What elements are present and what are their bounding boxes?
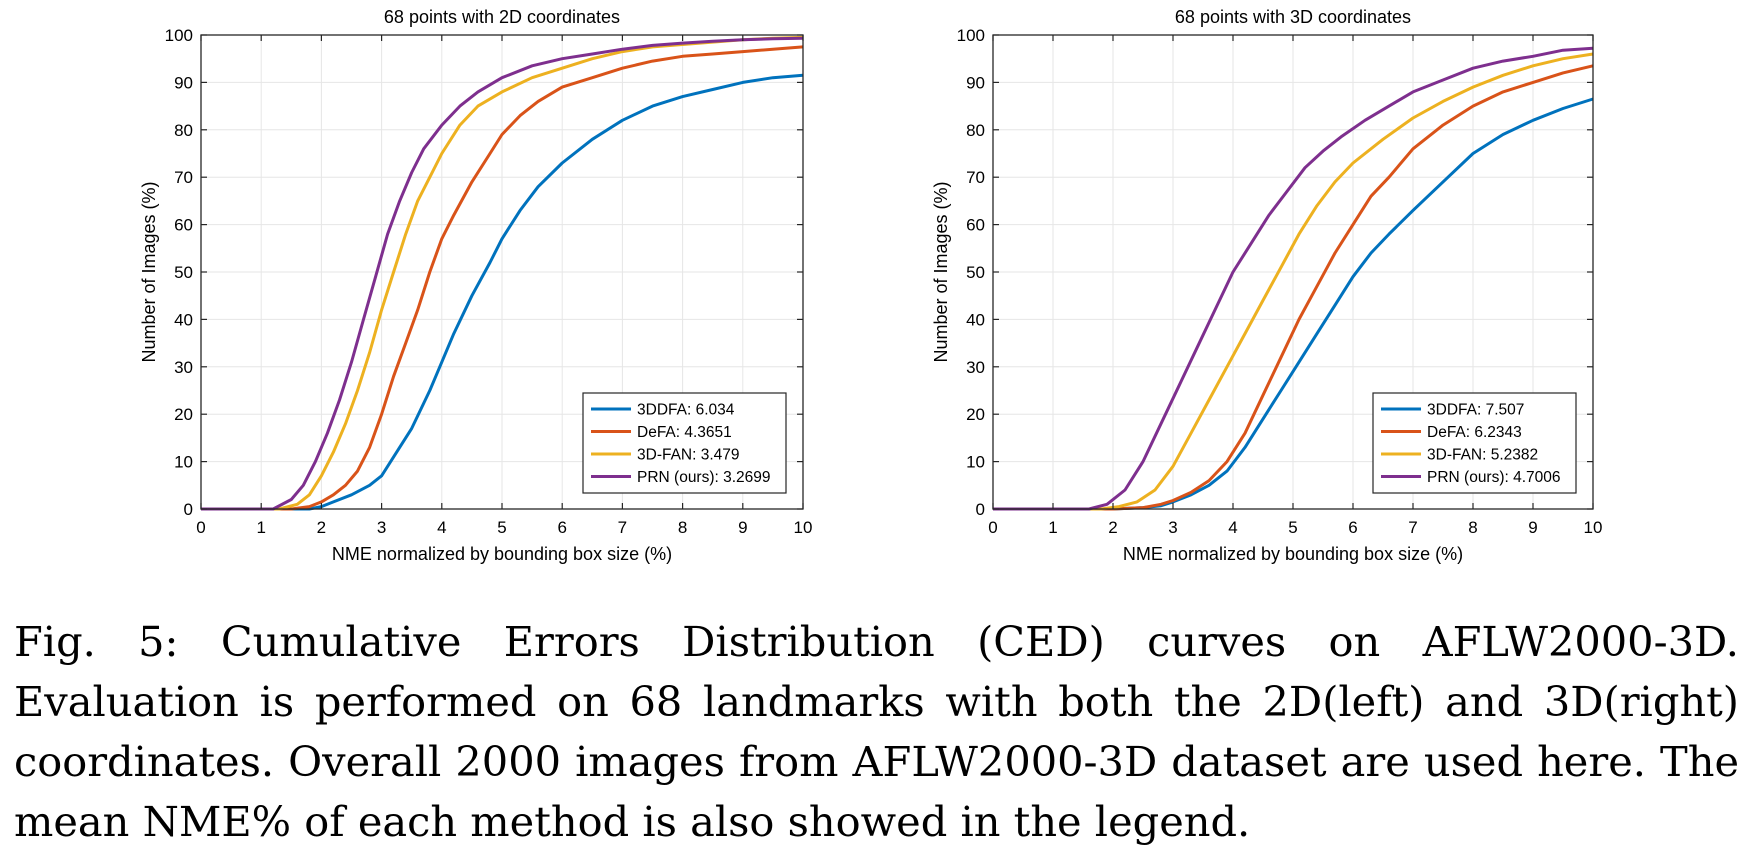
chart1-x-tick-label: 4 — [437, 518, 446, 537]
chart1-x-axis-label: NME normalized by bounding box size (%) — [332, 544, 672, 564]
chart1-y-tick-label: 70 — [174, 168, 193, 187]
chart2-y-tick-label: 80 — [966, 121, 985, 140]
chart2-series-line-prn — [993, 46, 1594, 511]
chart2-x-tick-label: 1 — [1048, 518, 1057, 537]
chart1-legend-entry: 3D-FAN: 3.479 — [637, 447, 740, 464]
chart1-y-tick-label: 30 — [174, 358, 193, 377]
chart1-x-tick-label: 5 — [497, 518, 506, 537]
chart1-series-line-prn — [201, 36, 804, 511]
chart2-x-tick-label: 8 — [1468, 518, 1477, 537]
chart2-legend-entry: 3DDFA: 7.507 — [1427, 402, 1524, 419]
chart2-x-tick-label: 10 — [1584, 518, 1603, 537]
chart1-y-tick-label: 20 — [174, 405, 193, 424]
chart1-x-tick-label: 3 — [377, 518, 386, 537]
chart2-y-tick-label: 60 — [966, 216, 985, 235]
chart1-x-tick-label: 2 — [317, 518, 326, 537]
chart2-x-tick-label: 0 — [988, 518, 997, 537]
chart2-legend-entry: PRN (ours): 4.7006 — [1427, 469, 1561, 486]
figure-caption: Fig. 5: Cumulative Errors Distribution (… — [14, 617, 1739, 846]
chart1-x-tick-label: 1 — [256, 518, 265, 537]
chart1-x-tick-label: 9 — [738, 518, 747, 537]
chart1-x-tick-label: 8 — [678, 518, 687, 537]
chart1-series-line-3ddfa — [201, 73, 804, 511]
chart2-x-tick-label: 9 — [1528, 518, 1537, 537]
chart1-y-tick-label: 90 — [174, 73, 193, 92]
chart1-legend-entry: 3DDFA: 6.034 — [637, 402, 735, 419]
chart1-x-tick-label: 10 — [794, 518, 813, 537]
chart1-y-tick-label: 0 — [184, 500, 193, 519]
chart1-y-tick-label: 100 — [165, 26, 193, 45]
chart2-x-tick-label: 2 — [1108, 518, 1117, 537]
chart1-x-tick-label: 6 — [557, 518, 566, 537]
chart2-y-tick-label: 10 — [966, 453, 985, 472]
chart2-y-tick-label: 40 — [966, 310, 985, 329]
chart2-series-line-defa — [993, 64, 1594, 511]
chart1-series-line-defa — [201, 45, 804, 511]
chart2-y-tick-label: 90 — [966, 73, 985, 92]
chart1-y-axis-label: Number of Images (%) — [139, 181, 159, 362]
chart1-legend-entry: DeFA: 4.3651 — [637, 424, 732, 441]
chart1-y-tick-label: 80 — [174, 121, 193, 140]
chart2-y-tick-label: 0 — [976, 500, 985, 519]
chart1-title: 68 points with 2D coordinates — [384, 7, 620, 27]
chart2-series-line-3d-fan — [993, 52, 1594, 511]
chart1-y-tick-label: 40 — [174, 310, 193, 329]
chart1-y-tick-label: 50 — [174, 263, 193, 282]
chart2-legend-entry: 3D-FAN: 5.2382 — [1427, 447, 1538, 464]
chart2-title: 68 points with 3D coordinates — [1175, 7, 1411, 27]
chart2-y-tick-label: 50 — [966, 263, 985, 282]
chart2-x-axis-label: NME normalized by bounding box size (%) — [1123, 544, 1463, 564]
chart2-y-tick-label: 70 — [966, 168, 985, 187]
chart2-x-tick-label: 4 — [1228, 518, 1237, 537]
chart1-y-tick-label: 60 — [174, 216, 193, 235]
chart2-y-tick-label: 30 — [966, 358, 985, 377]
chart2-y-axis-label: Number of Images (%) — [931, 181, 951, 362]
chart2-legend-entry: DeFA: 6.2343 — [1427, 424, 1522, 441]
chart1-x-tick-label: 0 — [196, 518, 205, 537]
chart2-y-tick-label: 20 — [966, 405, 985, 424]
chart2-x-tick-label: 6 — [1348, 518, 1357, 537]
chart1-x-tick-label: 7 — [618, 518, 627, 537]
chart1-y-tick-label: 10 — [174, 453, 193, 472]
chart2-x-tick-label: 7 — [1408, 518, 1417, 537]
chart2-x-tick-label: 3 — [1168, 518, 1177, 537]
chart2-y-tick-label: 100 — [957, 26, 985, 45]
chart1-legend-entry: PRN (ours): 3.2699 — [637, 469, 771, 486]
chart2-x-tick-label: 5 — [1288, 518, 1297, 537]
